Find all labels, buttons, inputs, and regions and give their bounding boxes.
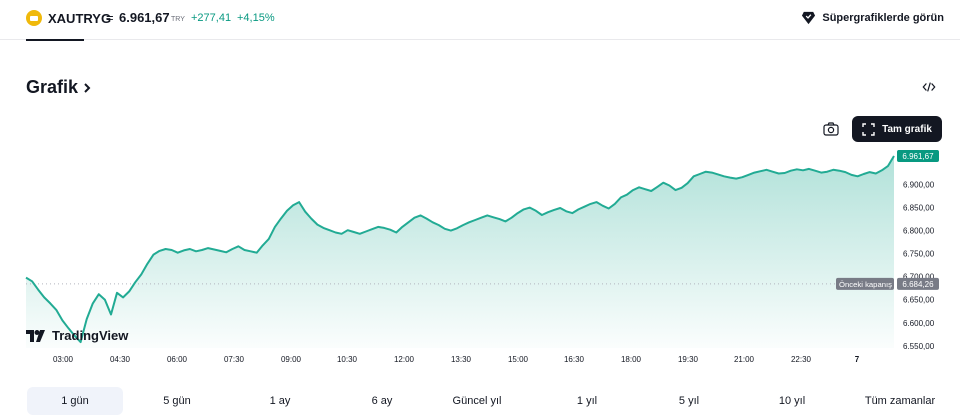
- price-chart[interactable]: 6.900,00 6.850,00 6.800,00 6.750,00 6.700,00…: [0, 150, 960, 370]
- range-button-label: 6 ay: [371, 395, 393, 407]
- y-axis-tick-label: 6.650,00: [903, 296, 935, 305]
- range-button[interactable]: Tüm zamanlar: [852, 387, 948, 415]
- range-button[interactable]: 6 ay: [342, 387, 422, 415]
- x-axis-tick-label: 21:00: [734, 355, 755, 364]
- x-axis-tick-label: 10:30: [337, 355, 358, 364]
- y-axis-tick-label: 6.550,00: [903, 342, 935, 351]
- y-axis-tick-label: 6.700,00: [903, 273, 935, 282]
- tradingview-wordmark: TradingView: [52, 328, 129, 343]
- full-chart-label: Tam grafik: [882, 123, 932, 135]
- section-title-text: Grafik: [26, 77, 79, 97]
- active-tab-underline: [26, 39, 84, 41]
- price-change-percent: +4,15%: [237, 12, 275, 24]
- range-button-label: 1 yıl: [576, 395, 598, 407]
- x-axis-tick-label: 13:30: [451, 355, 472, 364]
- last-price-tag-text: 6.961,67: [902, 152, 934, 161]
- x-axis-tick-label: 22:30: [791, 355, 812, 364]
- range-button-label: Tüm zamanlar: [864, 395, 936, 407]
- supercharts-icon: [802, 11, 816, 25]
- y-axis-tick-label: 6.850,00: [903, 204, 935, 213]
- symbol-name[interactable]: XAUTRYG: [48, 11, 112, 26]
- range-button[interactable]: 1 yıl: [547, 387, 627, 415]
- tradingview-logo[interactable]: TradingView: [26, 328, 128, 343]
- range-button[interactable]: 5 gün: [137, 387, 217, 415]
- x-axis-tick-label: 09:00: [281, 355, 302, 364]
- x-axis-tick-label: 19:30: [678, 355, 699, 364]
- x-axis-tick-label: 04:30: [110, 355, 131, 364]
- supercharts-label: Süpergrafiklerde görün: [822, 11, 944, 24]
- x-axis-tick-label: 15:00: [508, 355, 529, 364]
- price-currency: TRY: [171, 16, 185, 23]
- time-range-selector: 1 gün 5 gün 1 ay 6 ay Güncel yıl 1 yıl 5 yıl 10…: [26, 387, 946, 415]
- range-button-label: 1 ay: [269, 395, 291, 407]
- x-axis-tick-label: 18:00: [621, 355, 642, 364]
- range-button[interactable]: 1 gün: [27, 387, 123, 415]
- range-button-label: 5 gün: [163, 395, 191, 407]
- price-change: +277,41: [191, 12, 232, 24]
- gold-logo-icon: [26, 10, 42, 26]
- previous-close-label-box: [836, 277, 894, 290]
- chart-section-title[interactable]: Grafik: [26, 77, 92, 98]
- current-price: 6.961,67: [119, 10, 170, 25]
- previous-close-tag: [897, 277, 939, 290]
- x-axis-tick-label: 07:30: [224, 355, 245, 364]
- range-button-label: Güncel yıl: [452, 395, 502, 407]
- range-button[interactable]: 10 yıl: [752, 387, 832, 415]
- x-axis-tick-label: 7: [855, 355, 860, 364]
- x-axis-tick-label: 16:30: [564, 355, 585, 364]
- x-axis-tick-label: 06:00: [167, 355, 188, 364]
- open-in-supercharts-link[interactable]: Süpergrafiklerde görün: [801, 10, 944, 25]
- full-chart-button[interactable]: Tam grafik: [852, 116, 942, 142]
- embed-code-icon[interactable]: [922, 80, 936, 94]
- range-button-label: 10 yıl: [778, 395, 806, 407]
- y-axis-tick-label: 6.900,00: [903, 181, 935, 190]
- symbol-header: XAUTRYG = 6.961,67 TRY +277,41 +4,15% Sü…: [0, 0, 960, 41]
- range-button[interactable]: Güncel yıl: [431, 387, 523, 415]
- snapshot-button[interactable]: [820, 119, 842, 139]
- x-axis-tick-label: 03:00: [53, 355, 74, 364]
- y-axis-tick-label: 6.750,00: [903, 250, 935, 259]
- range-button-label: 1 gün: [61, 395, 89, 407]
- range-button[interactable]: 5 yıl: [649, 387, 729, 415]
- range-button-label: 5 yıl: [678, 395, 700, 407]
- previous-close-value: 6.684,26: [902, 280, 934, 289]
- tradingview-logo-icon: [26, 329, 45, 342]
- last-price-tag: [897, 150, 939, 162]
- chevron-right-icon: [84, 82, 91, 93]
- y-axis-tick-label: 6.800,00: [903, 227, 935, 236]
- y-axis-tick-label: 6.600,00: [903, 319, 935, 328]
- range-button[interactable]: 1 ay: [240, 387, 320, 415]
- price-series-line: [25, 155, 895, 344]
- price-area-fill: [26, 156, 894, 348]
- fullscreen-icon: [862, 122, 875, 136]
- camera-icon: [823, 122, 839, 136]
- previous-close-label: Önceki kapanış: [839, 280, 892, 289]
- x-axis-tick-label: 12:00: [394, 355, 415, 364]
- equals-separator: =: [106, 10, 114, 25]
